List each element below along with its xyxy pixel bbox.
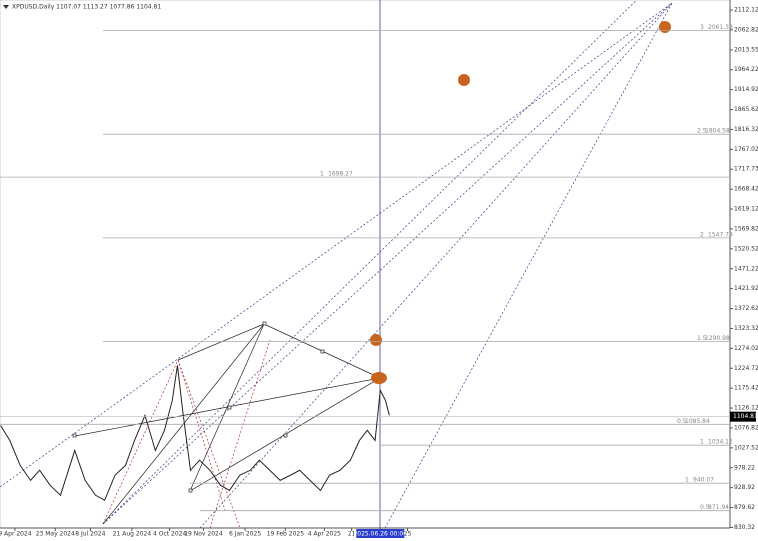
y-tick-label: 1964.22	[734, 66, 758, 73]
fib-price: 1290.98	[705, 335, 730, 342]
x-tick-label: 4 Oct 2024	[153, 531, 186, 538]
menu-icon[interactable]	[3, 5, 9, 9]
fib-price: 1034.12	[708, 439, 733, 446]
x-tick-label: 19 Nov 2024	[184, 531, 223, 538]
fib-price: 871.94	[708, 504, 729, 511]
y-tick-label: 1175.42	[734, 385, 758, 392]
fib-ratio: 1	[700, 439, 704, 446]
y-tick-label: 1914.92	[734, 86, 758, 93]
y-tick-label: 1126.12	[734, 405, 758, 412]
price-line	[0, 365, 390, 501]
x-tick-label: 6 Jan 2025	[229, 531, 261, 538]
y-tick-label: 978.22	[734, 464, 755, 471]
fib-price: 1085.84	[685, 418, 710, 425]
y-tick-label: 1717.73	[734, 166, 758, 173]
y-tick-label: 1323.32	[734, 325, 758, 332]
y-tick-label: 1569.82	[734, 225, 758, 232]
x-tick-label: 23 May 2024	[36, 531, 75, 538]
y-tick-label: 2112.12	[734, 7, 758, 14]
y-tick-label: 1421.92	[734, 285, 758, 292]
y-tick-label: 1372.62	[734, 305, 758, 312]
fib-ratio: 2.5	[697, 128, 707, 135]
fib-ratio: 1	[320, 171, 324, 178]
markers	[370, 21, 671, 384]
plot-area	[0, 0, 731, 529]
y-tick-label: 830.32	[734, 524, 755, 531]
pattern-lines	[72, 321, 381, 525]
y-tick-label: 1520.52	[734, 245, 758, 252]
y-tick-label: 2062.82	[734, 26, 758, 33]
y-tick-label: 1865.62	[734, 106, 758, 113]
x-tick-label: 2025.06.26 00:00	[353, 531, 407, 538]
y-tick-label: 928.92	[734, 484, 755, 491]
y-tick-label: 1619.12	[734, 206, 758, 213]
x-tick-label: 8 Jul 2024	[75, 531, 105, 538]
y-tick-label: 1767.02	[734, 146, 758, 153]
fan-lines	[0, 0, 673, 529]
chart-title: XPDUSD,Daily 1107.07 1113.27 1077.86 110…	[12, 4, 161, 11]
y-tick-label: 1274.02	[734, 345, 758, 352]
y-tick-label: 2013.55	[734, 46, 758, 53]
fib-ratio: 3	[700, 24, 704, 31]
last-price-box	[730, 411, 756, 422]
last-price-label: 1104.81	[733, 413, 758, 420]
x-tick-label: 9 Apr 2024	[0, 531, 32, 538]
y-tick-label: 1027.52	[734, 444, 758, 451]
y-tick-label: 1224.72	[734, 365, 758, 372]
fib-ratio: 0.5	[677, 418, 687, 425]
fib-ratio: 2	[700, 231, 704, 238]
y-tick-label: 1076.82	[734, 424, 758, 431]
y-tick-label: 1668.42	[734, 186, 758, 193]
fib-ratio: 1	[685, 477, 689, 484]
fib-ratio: 0.5	[700, 504, 710, 511]
y-tick-label: 1471.22	[734, 265, 758, 272]
x-tick-label: 19 Feb 2025	[267, 531, 305, 538]
y-tick-label: 1816.32	[734, 126, 758, 133]
x-tick-label: 25	[404, 531, 412, 538]
fib-price: 1804.58	[705, 128, 730, 135]
fib-price: 940.07	[693, 477, 714, 484]
fib-price: 1547.79	[708, 231, 733, 238]
fib-price: 2061.38	[708, 24, 733, 31]
x-tick-label: 21 Aug 2024	[113, 531, 152, 538]
fib-price: 1698.27	[328, 171, 353, 178]
y-tick-label: 879.62	[734, 504, 755, 511]
cursor-date-box	[356, 529, 405, 538]
fib-ratio: 1.5	[697, 335, 707, 342]
x-tick-label: 21	[348, 531, 356, 538]
x-tick-label: 4 Apr 2025	[308, 531, 341, 538]
